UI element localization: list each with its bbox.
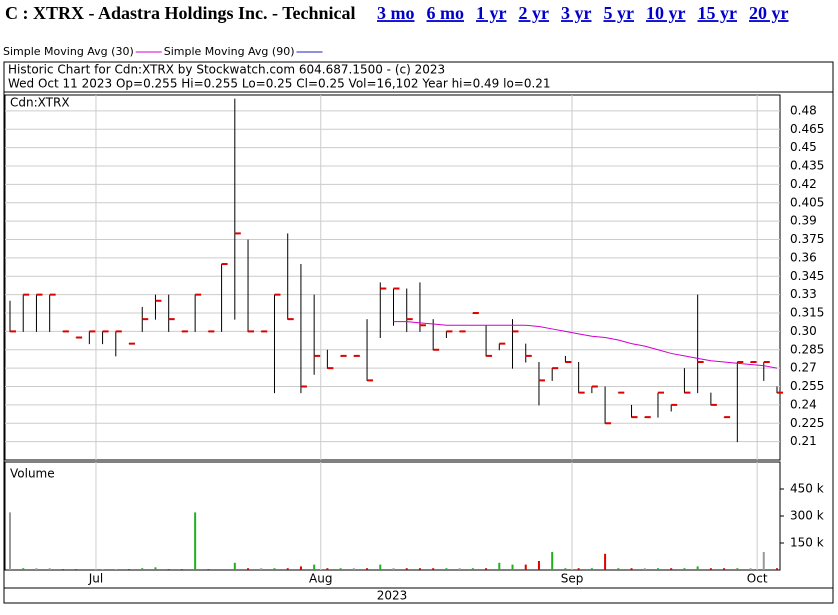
price-panel	[4, 94, 781, 461]
y-tick-label: 0.27	[790, 361, 817, 375]
x-tick-label: Aug	[309, 572, 332, 586]
y-tick-label: 0.465	[790, 122, 824, 136]
y-tick-label: 0.30	[790, 324, 817, 338]
info: Wed Oct 11 2023 Op=0.255 Hi=0.255 Lo=0.2…	[8, 77, 551, 91]
moving-average-line	[393, 321, 778, 369]
x-tick-label: Sep	[561, 572, 584, 586]
y-tick-label: 0.375	[790, 232, 824, 246]
range-link[interactable]: 20 yr	[749, 3, 789, 23]
legend-label: Simple Moving Avg (90)	[164, 45, 295, 58]
year-label: 2023	[377, 589, 408, 603]
volume-tick-label: 300 k	[790, 509, 824, 523]
range-link[interactable]: 5 yr	[604, 3, 635, 23]
y-tick-label: 0.345	[790, 269, 824, 283]
range-link[interactable]: 15 yr	[698, 3, 738, 23]
x-tick-label: Oct	[747, 572, 768, 586]
info: Historic Chart for Cdn:XTRX by Stockwatc…	[8, 63, 445, 77]
frame	[3, 61, 834, 604]
symbol: Cdn:XTRX	[10, 96, 70, 110]
range-link[interactable]: 10 yr	[646, 3, 686, 23]
y-tick-label: 0.42	[790, 177, 817, 191]
range-link[interactable]: 6 mo	[427, 3, 465, 23]
volume-panel	[4, 461, 781, 571]
y-tick-label: 0.45	[790, 140, 817, 154]
volume-tick-label: 450 k	[790, 482, 824, 496]
y-tick-label: 0.39	[790, 214, 817, 228]
y-tick-label: 0.255	[790, 379, 824, 393]
range-link[interactable]: 1 yr	[476, 3, 507, 23]
y-tick-label: 0.435	[790, 159, 824, 173]
y-tick-label: 0.48	[790, 103, 817, 117]
range-link[interactable]: 3 yr	[561, 3, 592, 23]
y-tick-label: 0.285	[790, 342, 824, 356]
volume-label: Volume	[10, 467, 55, 481]
y-tick-label: 0.33	[790, 287, 817, 301]
legend-label: Simple Moving Avg (30)	[3, 45, 134, 58]
y-tick-label: 0.405	[790, 195, 824, 209]
y-tick-label: 0.315	[790, 306, 824, 320]
y-tick-label: 0.24	[790, 397, 817, 411]
y-tick-label: 0.36	[790, 250, 817, 264]
range-link[interactable]: 2 yr	[519, 3, 550, 23]
y-tick-label: 0.21	[790, 434, 817, 448]
page-title: C : XTRX - Adastra Holdings Inc. - Techn…	[5, 3, 356, 23]
range-link[interactable]: 3 mo	[377, 3, 415, 23]
x-tick-label: Jul	[88, 572, 103, 586]
y-tick-label: 0.225	[790, 416, 824, 430]
volume-tick-label: 150 k	[790, 536, 824, 550]
